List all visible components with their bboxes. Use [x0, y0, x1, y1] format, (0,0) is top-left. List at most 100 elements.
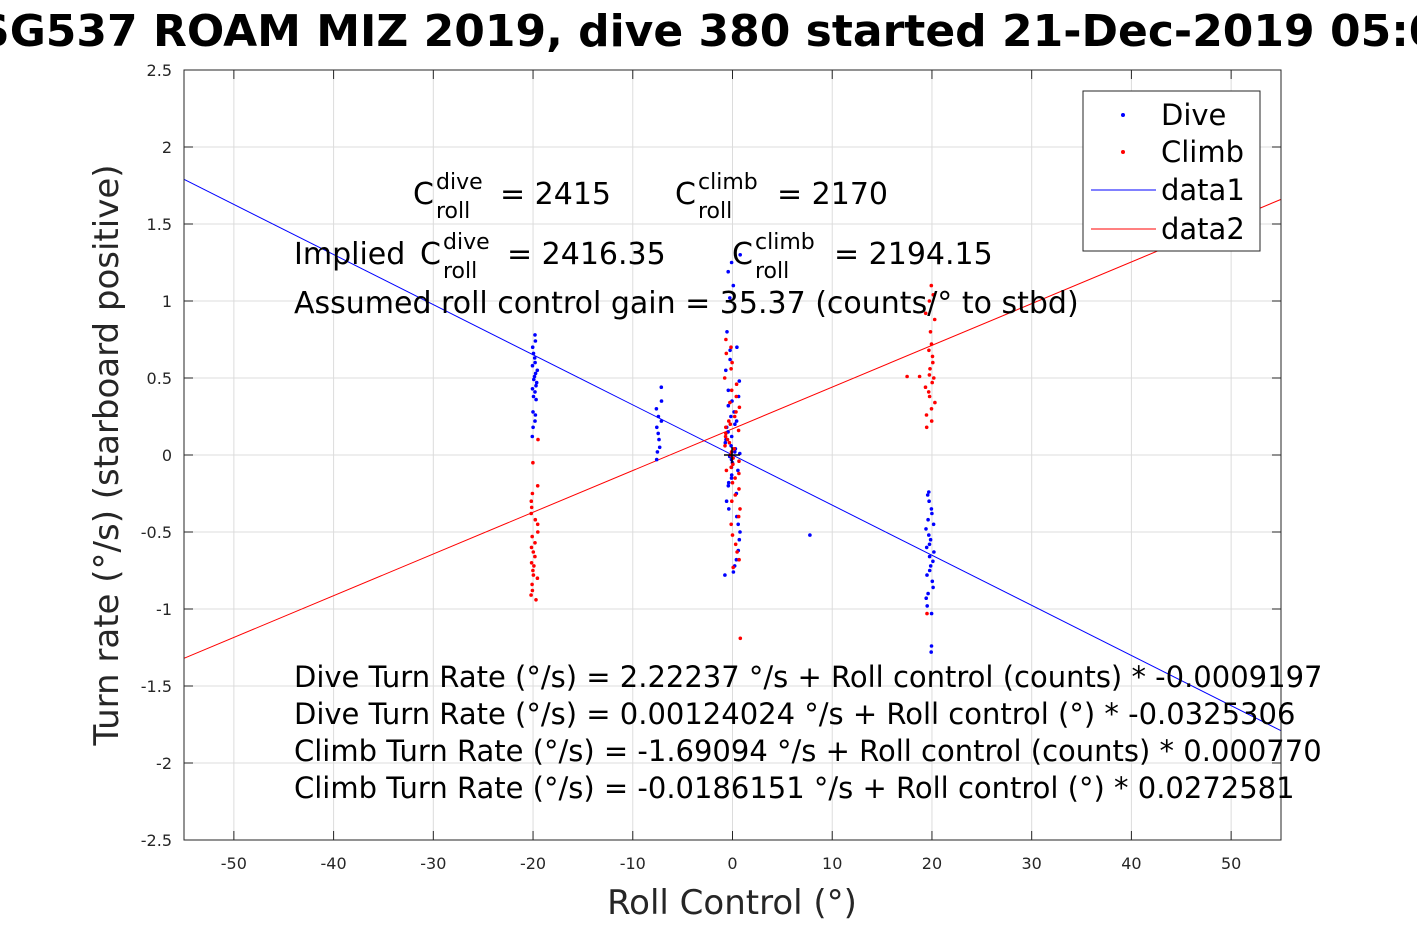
point-climb [927, 299, 932, 303]
point-dive [731, 570, 736, 574]
point-dive [928, 537, 933, 542]
point-dive [728, 296, 732, 300]
y-axis-label: Turn rate (°/s) (starboard positive) [87, 164, 127, 746]
c-roll-climb-sub: roll [698, 199, 732, 224]
point-dive [530, 434, 535, 439]
point-dive [655, 425, 659, 430]
point-dive [733, 450, 737, 454]
point-climb [532, 564, 536, 568]
point-dive [534, 383, 538, 388]
point-climb [930, 354, 935, 359]
gain-annotation: Assumed roll control gain = 35.37 (count… [294, 286, 1079, 321]
point-climb [730, 360, 734, 365]
point-climb [724, 431, 728, 436]
point-dive [927, 542, 932, 547]
equation-line: Climb Turn Rate (°/s) = -0.0186151 °/s +… [294, 771, 1295, 805]
point-dive [657, 437, 661, 442]
point-dive [534, 397, 538, 402]
point-climb [531, 568, 535, 573]
point-climb [728, 422, 733, 427]
y-tick-label: 2 [162, 138, 172, 157]
equation-line: Climb Turn Rate (°/s) = -1.69094 °/s + R… [294, 734, 1322, 768]
point-dive [729, 434, 734, 439]
point-dive [927, 533, 931, 537]
point-dive [654, 407, 659, 411]
point-climb [724, 468, 729, 473]
point-dive [931, 522, 936, 527]
point-dive [533, 390, 537, 394]
y-tick-label: 1 [162, 292, 172, 311]
c-roll-dive-value: = 2415 [500, 177, 611, 212]
point-dive [533, 339, 538, 343]
point-dive [725, 330, 729, 334]
legend-marker-climb [1121, 150, 1125, 154]
point-climb [723, 434, 728, 439]
point-climb [926, 390, 931, 394]
point-dive [530, 345, 535, 350]
point-dive [930, 511, 934, 516]
point-climb [733, 542, 738, 547]
point-climb [529, 499, 534, 504]
point-dive [655, 450, 660, 454]
point-climb [531, 573, 536, 577]
point-climb [529, 561, 534, 565]
point-dive [926, 517, 930, 522]
point-dive [724, 368, 728, 373]
point-dive [738, 253, 742, 257]
point-climb [729, 465, 733, 470]
x-tick-label: 40 [1121, 854, 1141, 873]
point-climb [530, 534, 534, 539]
point-climb [925, 611, 929, 616]
point-climb [929, 419, 934, 423]
equation-line: Dive Turn Rate (°/s) = 2.22237 °/s + Rol… [294, 660, 1322, 694]
point-climb [931, 360, 935, 365]
legend-marker-dive [1121, 113, 1125, 117]
point-climb [729, 388, 734, 393]
point-dive [737, 379, 742, 383]
point-dive [533, 371, 538, 376]
point-climb [733, 476, 737, 480]
legend: Dive Climb data1 data2 [1082, 90, 1261, 252]
implied-climb-sub: roll [755, 259, 789, 284]
point-climb [730, 499, 734, 504]
point-dive [532, 374, 537, 379]
point-climb [737, 405, 742, 410]
point-climb [927, 394, 932, 399]
point-dive [728, 348, 732, 353]
axes-box [183, 69, 1282, 841]
point-climb [932, 376, 936, 380]
point-climb [734, 382, 739, 387]
point-dive [737, 537, 742, 542]
point-climb [917, 374, 922, 379]
y-tick-label: -2 [156, 754, 172, 773]
point-climb [927, 348, 931, 353]
point-dive [659, 385, 664, 390]
implied-dive-base: C [420, 237, 441, 272]
point-dive [929, 650, 933, 654]
point-dive [530, 363, 535, 368]
y-tick-label: 0.5 [147, 369, 172, 388]
point-climb [927, 373, 932, 377]
origin-crosshair [724, 447, 740, 463]
point-dive [925, 573, 929, 577]
point-climb [737, 487, 741, 491]
y-tick-label: 1.5 [147, 215, 172, 234]
implied-climb-sup: climb [755, 230, 815, 255]
point-dive [729, 473, 734, 477]
implied-climb-value: = 2194.15 [834, 237, 993, 272]
point-dive [931, 585, 935, 590]
point-dive [724, 499, 729, 504]
point-dive [808, 533, 812, 537]
point-dive [532, 356, 537, 360]
x-tick-label: 10 [822, 854, 842, 873]
c-roll-dive-sub: roll [436, 199, 470, 224]
point-dive [533, 413, 538, 417]
point-climb [929, 283, 934, 288]
point-climb [736, 428, 741, 433]
y-tick-label: 0 [162, 446, 172, 465]
c-roll-dive-annotation: C dive roll = 2415 [413, 170, 611, 224]
point-climb [724, 337, 728, 342]
implied-climb-annotation: C climb roll = 2194.15 [732, 230, 993, 284]
point-climb [729, 345, 733, 350]
point-dive [731, 283, 736, 288]
